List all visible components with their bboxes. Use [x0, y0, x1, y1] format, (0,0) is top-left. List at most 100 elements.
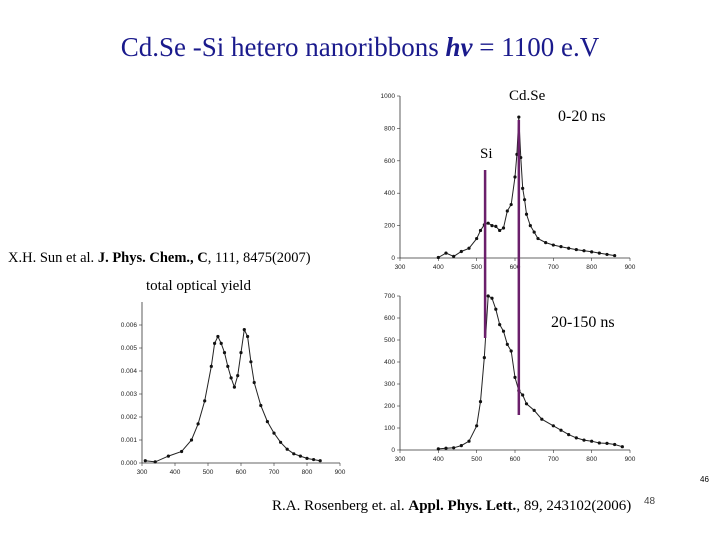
- data-point: [513, 375, 517, 379]
- chart-top: 300 400 500 600 700 800 900 0 200 400 600 800 1000: [381, 93, 636, 271]
- y-tick-label: 0.000: [121, 460, 138, 467]
- data-point: [613, 442, 617, 447]
- title-text: Cd.Se -Si hetero nanoribbons: [120, 32, 446, 62]
- page-overlay-number: 48: [644, 496, 656, 507]
- data-point: [216, 334, 220, 339]
- data-point: [213, 341, 217, 345]
- y-tick-label: 0.001: [121, 437, 138, 444]
- data-point: [272, 431, 276, 435]
- y-tick-label: 100: [384, 425, 395, 432]
- data-point: [521, 186, 525, 190]
- y-tick-label: 0: [391, 255, 395, 262]
- data-point: [582, 438, 586, 442]
- data-point: [505, 209, 509, 213]
- data-point: [242, 328, 246, 332]
- x-tick-label: 600: [510, 264, 521, 271]
- x-tick-label: 900: [625, 456, 636, 463]
- marker-lines: [483, 120, 521, 415]
- y-tick-label: 800: [384, 125, 395, 132]
- data-point: [494, 224, 498, 229]
- data-point: [444, 251, 448, 255]
- data-point: [544, 241, 548, 245]
- citation-bottom-journal: Appl. Phys. Lett.: [408, 498, 517, 514]
- y-tick-label: 0: [391, 447, 395, 454]
- data-point: [482, 356, 486, 360]
- data-point: [459, 444, 463, 448]
- x-tick-label: 800: [586, 264, 597, 271]
- title-hv: hv: [445, 32, 473, 62]
- data-point: [452, 446, 456, 450]
- data-point: [452, 254, 456, 258]
- data-point: [478, 400, 483, 404]
- data-point: [475, 424, 479, 428]
- data-point: [490, 224, 494, 228]
- data-point: [524, 212, 529, 216]
- data-point: [436, 255, 440, 260]
- y-tick-label: 0.004: [121, 368, 138, 375]
- slide-title: Cd.Se -Si hetero nanoribbons hv = 1100 e…: [0, 32, 720, 63]
- data-point: [259, 403, 263, 408]
- data-point: [436, 447, 440, 451]
- x-tick-label: 900: [335, 469, 346, 476]
- x-tick-label: 400: [170, 469, 181, 476]
- data-point: [246, 334, 250, 339]
- y-tick-label: 500: [384, 337, 395, 344]
- toy-label: total optical yield: [146, 278, 251, 294]
- data-point: [574, 247, 578, 252]
- y-tick-label: 1000: [381, 93, 396, 100]
- data-point: [229, 376, 233, 380]
- data-point: [305, 456, 309, 460]
- data-point: [528, 224, 532, 228]
- data-point: [590, 439, 594, 443]
- data-point: [486, 294, 490, 298]
- y-tick-label: 200: [384, 223, 395, 230]
- citation-bottom: R.A. Rosenberg et. al. Appl. Phys. Lett.…: [272, 498, 631, 515]
- data-point: [551, 243, 555, 247]
- data-point: [239, 351, 243, 355]
- data-point: [509, 202, 513, 207]
- x-tick-label: 700: [269, 469, 280, 476]
- data-point: [559, 245, 563, 249]
- data-point: [521, 393, 525, 397]
- data-point: [517, 115, 521, 119]
- data-point: [509, 349, 513, 353]
- citation-bottom-authors: R.A. Rosenberg et. al.: [272, 498, 409, 514]
- x-tick-label: 700: [548, 264, 559, 271]
- data-point: [559, 428, 563, 432]
- data-point: [590, 250, 594, 254]
- data-point: [292, 452, 296, 456]
- data-point: [312, 457, 316, 462]
- x-tick-label: 800: [302, 469, 313, 476]
- x-tick-label: 900: [625, 264, 636, 271]
- citation-top-journal: J. Phys. Chem., C: [97, 250, 208, 266]
- y-tick-label: 0.006: [121, 322, 138, 329]
- data-point: [166, 454, 170, 458]
- data-point: [180, 449, 184, 454]
- x-tick-label: 300: [395, 264, 406, 271]
- y-tick-label: 400: [384, 190, 395, 197]
- x-tick-label: 600: [236, 469, 247, 476]
- data-point: [498, 323, 502, 327]
- data-point: [444, 446, 448, 450]
- data-point: [318, 459, 322, 463]
- x-tick-label: 500: [203, 469, 214, 476]
- citation-bottom-rest: , 89, 243102(2006): [516, 498, 632, 514]
- data-point: [189, 438, 194, 442]
- data-point: [265, 420, 269, 424]
- data-point: [501, 329, 506, 333]
- data-point: [532, 230, 536, 234]
- y-tick-label: 0.003: [121, 391, 138, 398]
- y-tick-label: 0.002: [121, 414, 138, 421]
- data-point: [524, 402, 529, 406]
- x-tick-label: 300: [395, 456, 406, 463]
- y-tick-label: 700: [384, 293, 395, 300]
- citation-top-rest: , 111, 8475(2007): [207, 250, 311, 266]
- data-point: [605, 441, 609, 445]
- y-tick-label: 600: [384, 158, 395, 165]
- y-tick-label: 200: [384, 403, 395, 410]
- data-point: [249, 360, 253, 364]
- time-label-bottom: 20-150 ns: [551, 314, 615, 331]
- data-point: [597, 441, 601, 445]
- citation-top-authors: X.H. Sun et al.: [8, 250, 98, 266]
